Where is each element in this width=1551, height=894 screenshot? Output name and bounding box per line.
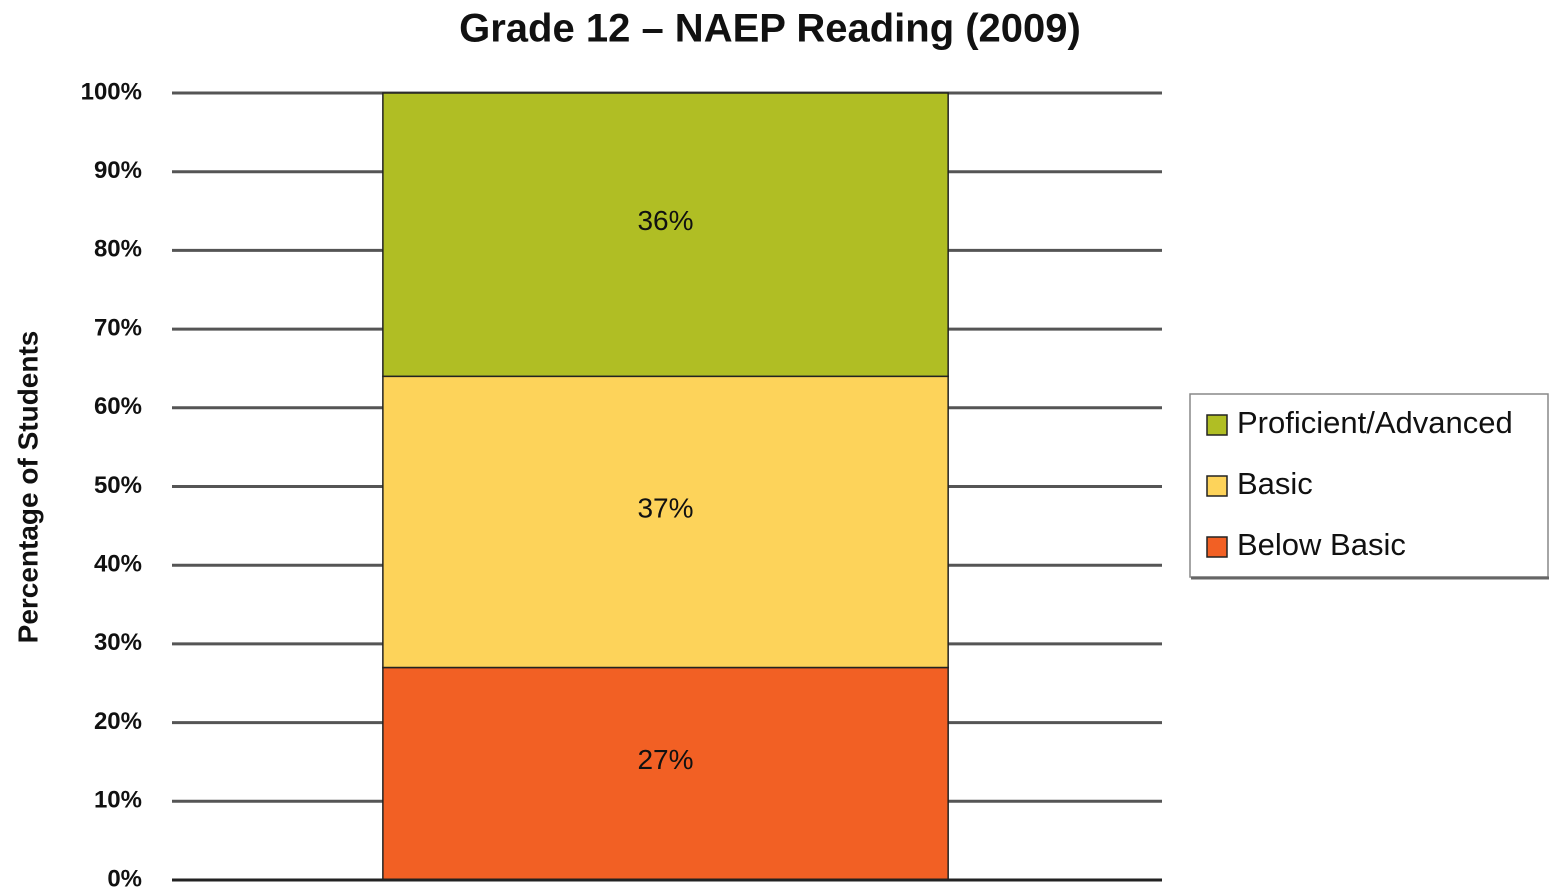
y-tick-label: 100% <box>81 78 142 105</box>
legend-label: Below Basic <box>1237 527 1406 562</box>
value-label: 27% <box>637 744 693 775</box>
chart-title: Grade 12 – NAEP Reading (2009) <box>459 7 1081 51</box>
legend-swatch <box>1206 475 1228 497</box>
y-tick-label: 0% <box>107 865 142 892</box>
y-tick-label: 70% <box>94 314 142 341</box>
y-tick-label: 30% <box>94 629 142 656</box>
y-tick-label: 50% <box>94 472 142 499</box>
y-tick-label: 80% <box>94 236 142 263</box>
bar-segment <box>382 92 949 378</box>
value-label: 36% <box>637 205 693 236</box>
y-axis-label: Percentage of Students <box>12 331 43 644</box>
y-tick-label: 90% <box>94 157 142 184</box>
y-tick-label: 60% <box>94 393 142 420</box>
y-tick-label: 40% <box>94 551 142 578</box>
value-label: 37% <box>637 492 693 523</box>
legend-swatch <box>1206 536 1228 558</box>
legend-box <box>1189 393 1549 578</box>
y-tick-label: 10% <box>94 787 142 814</box>
legend-label: Basic <box>1237 466 1313 501</box>
bars: 27% 37% 36% <box>172 92 1162 882</box>
legend-swatch <box>1206 414 1228 436</box>
bar-segment <box>382 666 949 881</box>
bar-segment <box>382 375 949 669</box>
y-tick-label: 20% <box>94 708 142 735</box>
legend-label: Proficient/Advanced <box>1237 405 1513 440</box>
